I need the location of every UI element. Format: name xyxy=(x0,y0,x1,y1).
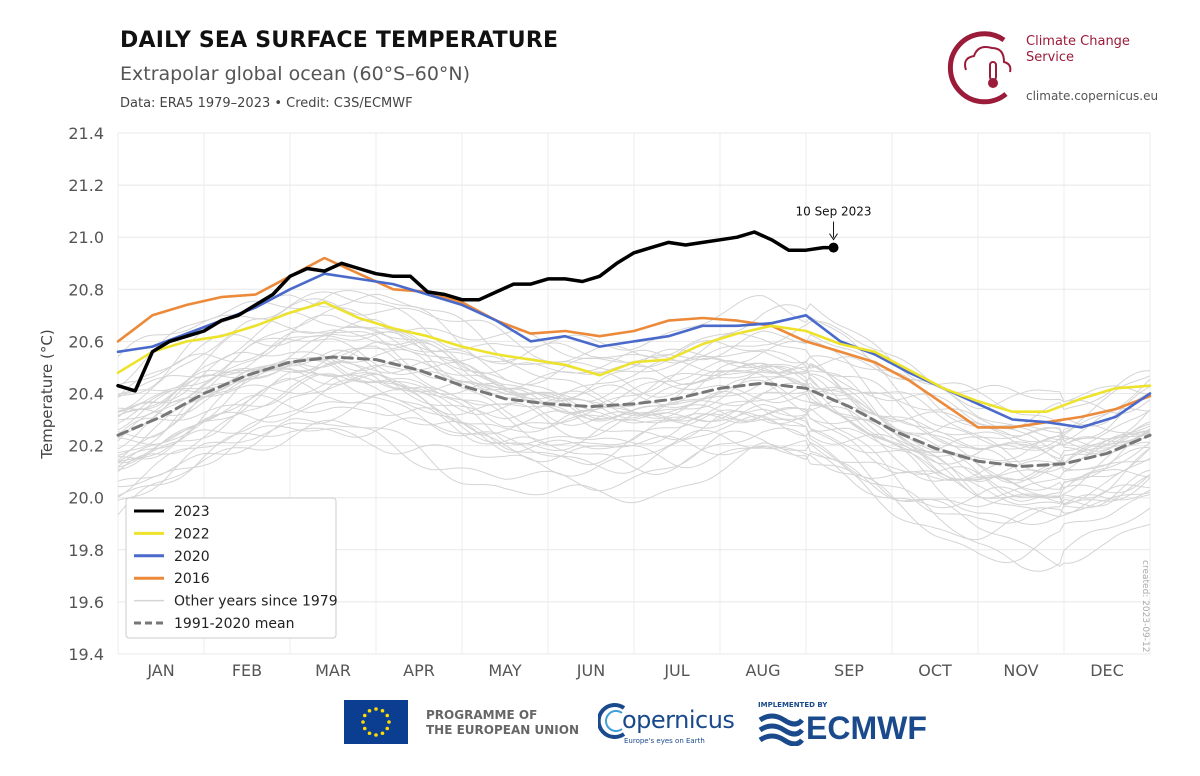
y-tick-label: 20.8 xyxy=(68,280,104,299)
legend-label: 2023 xyxy=(174,504,210,520)
x-tick-label: JUL xyxy=(663,661,689,680)
eu-star xyxy=(361,720,365,724)
x-tick-label: SEP xyxy=(834,661,864,680)
created-date: created: 2023-09-12 xyxy=(1140,560,1150,653)
annotation-arrowhead xyxy=(829,233,838,241)
chart-title: DAILY SEA SURFACE TEMPERATURE xyxy=(120,28,559,53)
x-tick-label: MAR xyxy=(315,661,351,680)
eu-star xyxy=(380,731,385,736)
other-year-line xyxy=(117,298,1151,410)
eu-star xyxy=(380,708,385,713)
data-credit: Data: ERA5 1979–2023 • Credit: C3S/ECMWF xyxy=(120,96,413,111)
eu-star xyxy=(387,720,391,724)
other-year-line xyxy=(117,341,1151,456)
eu-flag-icon xyxy=(344,700,408,744)
other-year-line xyxy=(117,318,1151,449)
legend-label: 1991-2020 mean xyxy=(174,616,294,632)
other-year-line xyxy=(117,394,1151,524)
series-line-2022 xyxy=(116,301,1152,413)
series-endpoint xyxy=(828,242,839,253)
eu-programme-line2: THE EUROPEAN UNION xyxy=(426,723,579,737)
y-tick-label: 19.4 xyxy=(68,645,104,664)
other-year-line xyxy=(117,425,1151,563)
legend-label: 2022 xyxy=(174,526,210,542)
y-tick-label: 20.2 xyxy=(68,437,104,456)
other-year-line xyxy=(117,337,1151,484)
x-axis: JAN FEB MAR APR MAY JUN JUL AUG SEP OCT NOV DEC xyxy=(146,661,1123,680)
other-year-line xyxy=(117,389,1151,508)
eu-programme-text: PROGRAMME OF THE EUROPEAN UNION xyxy=(426,708,579,738)
y-tick-label: 21.4 xyxy=(68,124,104,143)
other-year-line xyxy=(117,293,1151,414)
copernicus-tagline: Europe's eyes on Earth xyxy=(624,737,705,745)
other-year-line xyxy=(117,291,1151,441)
ecmwf-logo-text: ECMWF xyxy=(806,710,927,746)
x-tick-label: JUN xyxy=(576,661,605,680)
y-tick-label: 20.0 xyxy=(68,489,104,508)
y-tick-label: 20.6 xyxy=(68,332,104,351)
brand-name: Climate Change Service xyxy=(1026,34,1130,65)
x-tick-label: AUG xyxy=(745,661,780,680)
sst-line-chart: 19.4 19.6 19.8 20.0 20.2 20.4 20.6 20.8 21.0 21.2… xyxy=(38,124,1152,680)
other-year-line xyxy=(117,314,1151,442)
x-tick-label: NOV xyxy=(1003,661,1038,680)
x-tick-label: JAN xyxy=(146,661,174,680)
other-year-line xyxy=(117,349,1151,502)
other-year-line xyxy=(117,417,1151,541)
other-year-line xyxy=(117,372,1151,491)
eu-star xyxy=(374,733,378,737)
x-tick-label: FEB xyxy=(232,661,262,680)
legend-label: Other years since 1979 xyxy=(174,594,338,610)
ecmwf-wave-icon xyxy=(758,713,804,746)
chart-subtitle: Extrapolar global ocean (60°S–60°N) xyxy=(120,63,471,85)
series-line-1991-2020-mean xyxy=(116,355,1152,468)
eu-star xyxy=(362,713,367,718)
eu-star xyxy=(367,708,372,713)
other-year-line xyxy=(117,367,1151,497)
x-tick-label: OCT xyxy=(918,661,952,680)
annotation-label: 10 Sep 2023 xyxy=(795,205,871,219)
y-tick-label: 21.0 xyxy=(68,228,104,247)
other-year-line xyxy=(117,356,1151,499)
y-tick-label: 19.8 xyxy=(68,541,104,560)
x-tick-label: MAY xyxy=(488,661,522,680)
copernicus-c-icon xyxy=(598,703,626,739)
other-year-line xyxy=(117,373,1151,518)
legend-label: 2020 xyxy=(174,549,210,565)
end-annotation: 10 Sep 2023 xyxy=(795,205,872,241)
eu-star xyxy=(385,713,390,718)
implemented-by-text: IMPLEMENTED BY xyxy=(758,701,828,709)
x-tick-label: APR xyxy=(403,661,435,680)
eu-star xyxy=(385,726,390,731)
thermometer-cloud-icon xyxy=(947,31,1012,105)
brand-url[interactable]: climate.copernicus.eu xyxy=(1026,89,1159,103)
x-tick-label: DEC xyxy=(1090,661,1124,680)
series-line-2020 xyxy=(116,272,1152,429)
y-tick-label: 20.4 xyxy=(68,385,104,404)
legend-label: 2016 xyxy=(174,571,210,587)
eu-star xyxy=(367,731,372,736)
other-year-line xyxy=(117,351,1151,483)
other-year-line xyxy=(117,290,1151,427)
other-year-line xyxy=(117,307,1150,430)
y-tick-label: 21.2 xyxy=(68,176,104,195)
other-year-line xyxy=(117,419,1151,567)
series-line-2023 xyxy=(116,230,836,393)
eu-star xyxy=(374,707,378,711)
other-year-line xyxy=(117,360,1151,481)
y-axis: 19.4 19.6 19.8 20.0 20.2 20.4 20.6 20.8 21.0 21.2… xyxy=(68,124,104,664)
eu-star xyxy=(362,726,367,731)
legend-box xyxy=(125,497,337,639)
copernicus-climate-brand[interactable]: Climate Change Service climate.copernicu… xyxy=(944,28,1184,108)
other-year-line xyxy=(117,318,1151,450)
other-year-line xyxy=(118,377,1151,526)
copernicus-logo-text: opernicus xyxy=(622,706,735,734)
eu-programme-line1: PROGRAMME OF xyxy=(426,708,538,722)
highlight-series xyxy=(116,230,1152,468)
chart-legend: 2023 2022 2020 2016 Other years since 1979 19… xyxy=(125,497,338,639)
y-axis-label: Temperature (°C) xyxy=(38,329,56,459)
y-tick-label: 19.6 xyxy=(68,593,104,612)
other-year-line xyxy=(117,418,1151,572)
